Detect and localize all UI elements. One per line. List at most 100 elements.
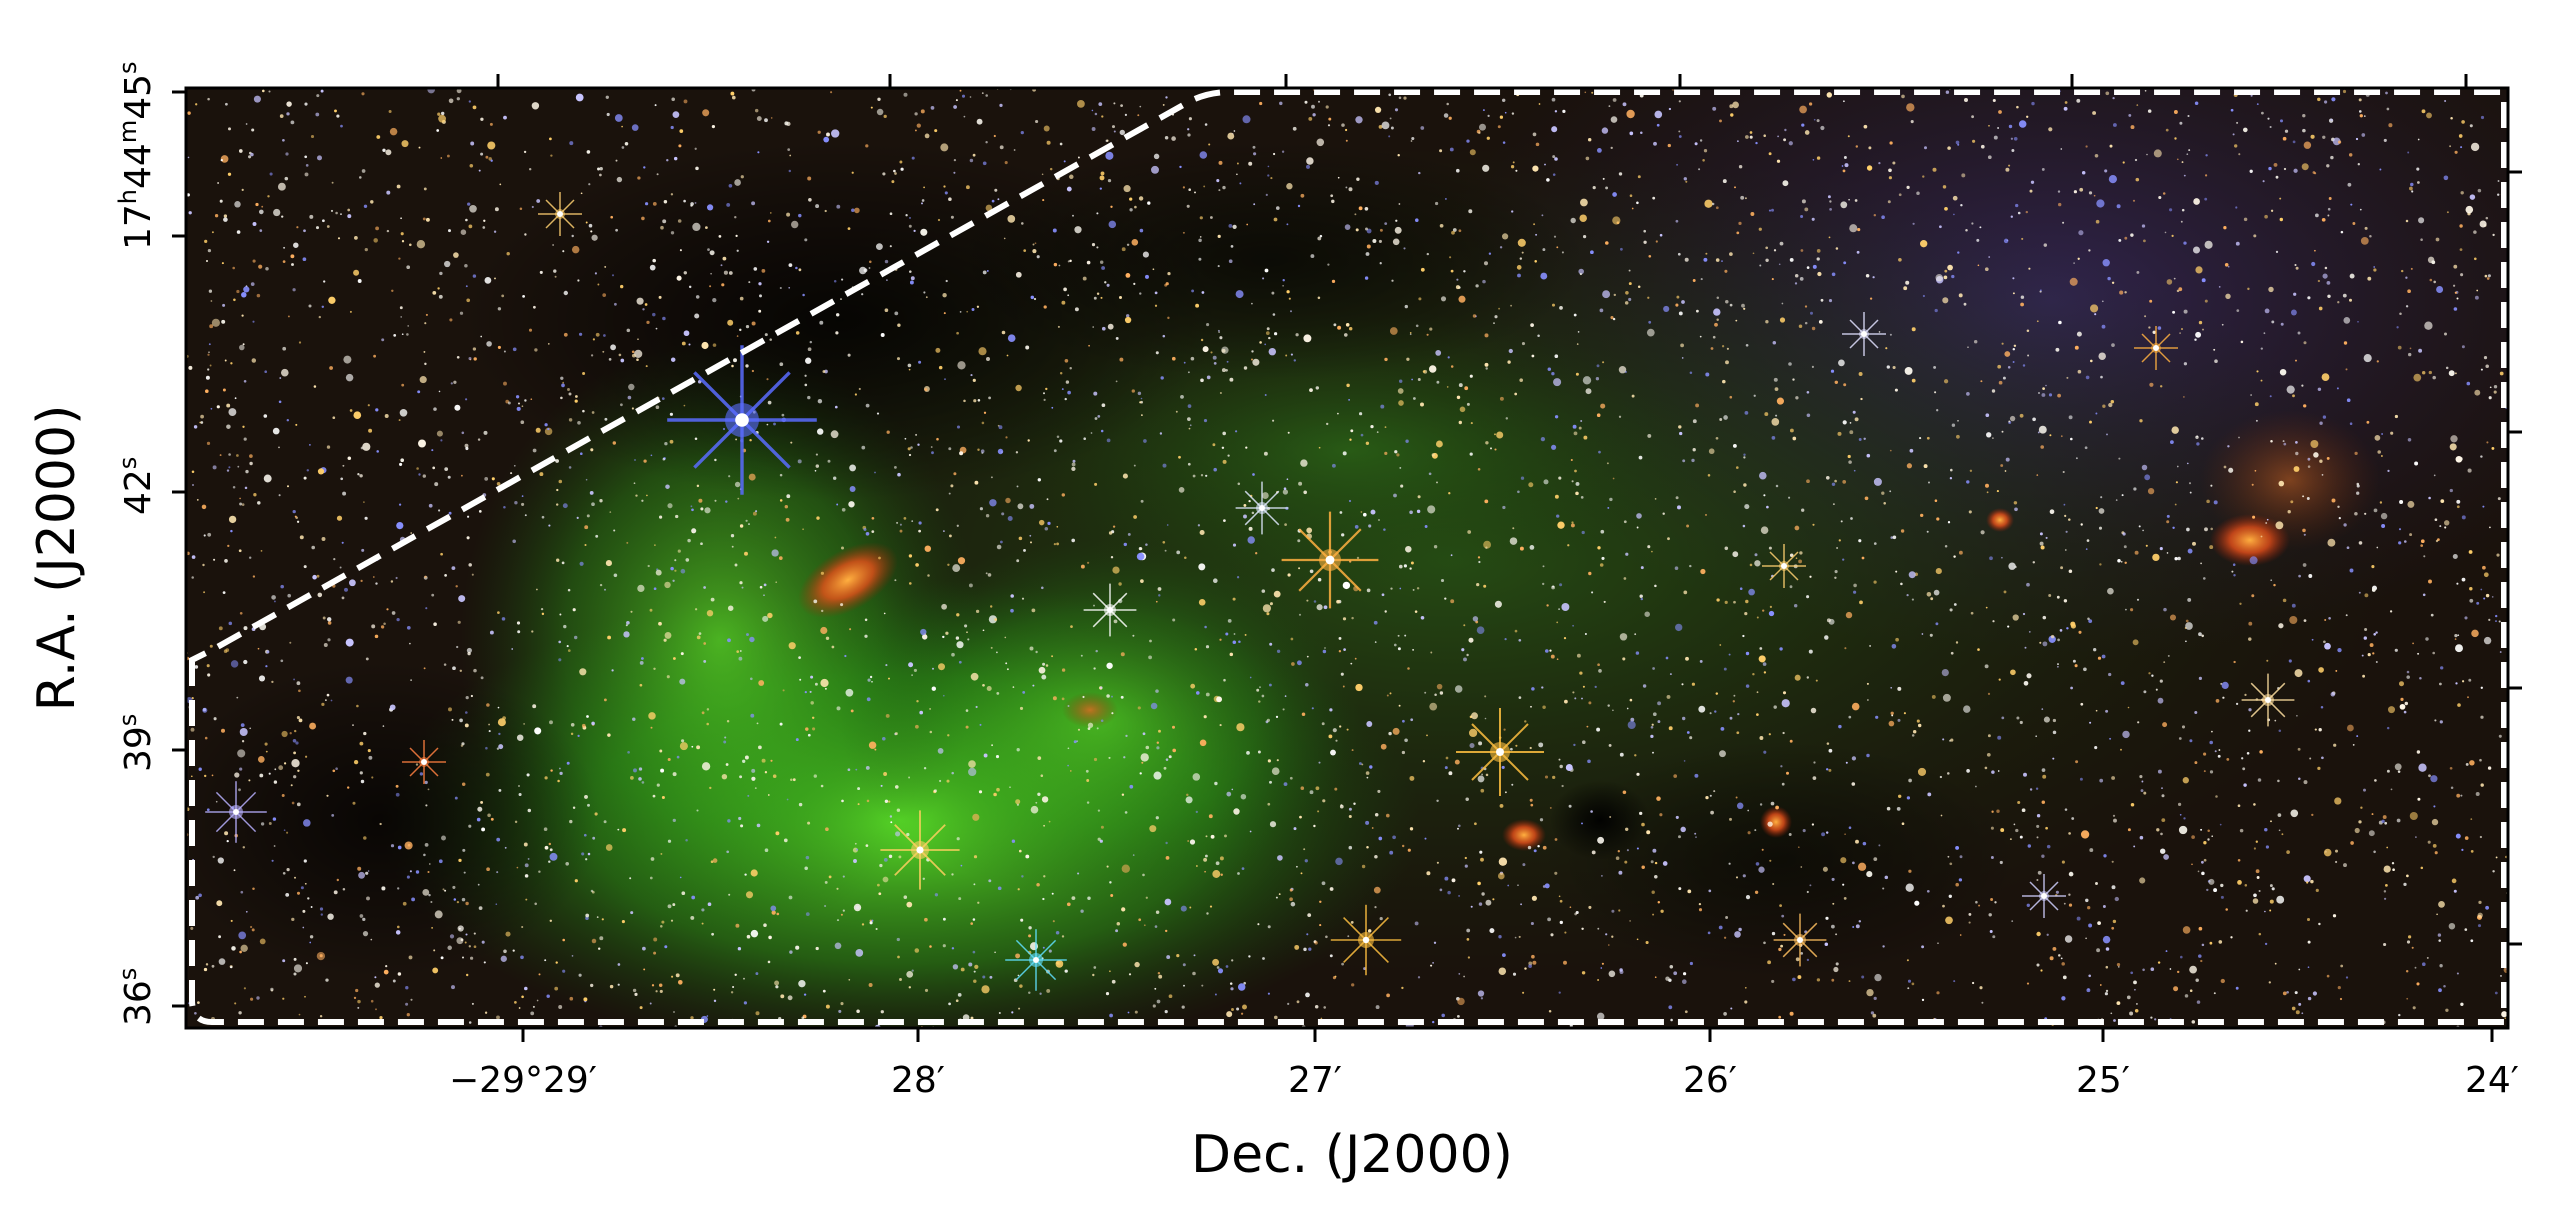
star — [1754, 553, 1758, 557]
star — [1582, 740, 1586, 744]
star — [232, 486, 236, 489]
star — [1480, 997, 1484, 1000]
star — [498, 732, 501, 736]
star — [1581, 971, 1586, 975]
star — [1651, 723, 1654, 726]
star — [1279, 101, 1283, 106]
star — [910, 276, 915, 281]
star — [291, 917, 295, 922]
star — [825, 827, 829, 832]
star — [2085, 145, 2088, 148]
star — [2460, 794, 2463, 797]
star — [2499, 371, 2504, 376]
star — [510, 472, 513, 475]
star — [638, 777, 642, 781]
star — [308, 304, 312, 308]
star — [2157, 769, 2162, 774]
star — [1318, 761, 1321, 764]
star — [2040, 969, 2043, 972]
star — [2251, 594, 2255, 598]
star — [2480, 686, 2483, 689]
star — [1015, 384, 1022, 392]
star — [282, 260, 286, 263]
star — [1756, 691, 1759, 694]
star — [1610, 116, 1618, 123]
star — [1361, 763, 1364, 766]
star — [1458, 420, 1462, 425]
star — [1152, 268, 1155, 271]
star — [2356, 735, 2359, 738]
star — [1256, 688, 1260, 692]
star — [651, 984, 655, 987]
star — [1165, 841, 1168, 845]
star — [452, 885, 456, 889]
star — [2479, 220, 2487, 228]
star — [920, 628, 927, 636]
star — [1745, 599, 1749, 604]
star — [1640, 566, 1644, 570]
star — [2270, 579, 2273, 582]
star — [1703, 149, 1708, 153]
star — [660, 225, 664, 230]
star — [483, 430, 488, 435]
star — [642, 946, 646, 951]
star — [2130, 971, 2134, 975]
star — [427, 870, 430, 874]
star — [2321, 474, 2324, 476]
star — [518, 792, 522, 797]
star — [900, 167, 904, 171]
star — [1087, 722, 1094, 728]
star — [730, 91, 735, 96]
star — [1639, 594, 1643, 598]
star — [653, 587, 657, 591]
star — [464, 723, 469, 728]
star — [1397, 647, 1401, 651]
star — [1781, 699, 1790, 708]
star — [1574, 912, 1578, 916]
star — [1863, 437, 1866, 441]
star — [2041, 167, 2045, 171]
star — [237, 465, 240, 468]
star — [396, 522, 404, 530]
star — [1093, 757, 1098, 762]
star — [2134, 550, 2139, 555]
star — [660, 925, 663, 928]
star — [1281, 150, 1285, 153]
star — [227, 172, 232, 176]
star — [722, 427, 726, 431]
star — [913, 668, 917, 672]
star — [210, 300, 213, 302]
star — [663, 638, 667, 642]
star — [422, 217, 426, 221]
star — [2121, 494, 2124, 497]
star — [896, 808, 901, 812]
star — [1873, 213, 1877, 217]
star — [397, 845, 402, 850]
star — [1132, 634, 1135, 637]
star — [584, 794, 588, 799]
star — [739, 775, 743, 779]
star — [2434, 518, 2438, 522]
star — [1704, 199, 1713, 208]
star — [2293, 292, 2297, 296]
star — [1683, 760, 1686, 762]
star — [1342, 617, 1347, 621]
star — [281, 215, 284, 218]
star — [1320, 1017, 1323, 1020]
star — [2347, 182, 2352, 187]
star — [988, 879, 992, 883]
star — [2306, 917, 2311, 922]
star — [554, 275, 557, 278]
star — [521, 995, 524, 999]
star — [694, 437, 698, 440]
star — [1324, 647, 1326, 649]
star — [649, 1002, 652, 1005]
star — [998, 1012, 1001, 1014]
star — [1282, 285, 1284, 287]
star — [2302, 495, 2305, 498]
star — [2171, 426, 2179, 434]
star — [1366, 776, 1369, 779]
star — [673, 156, 678, 161]
star — [914, 112, 918, 116]
star — [1868, 146, 1872, 150]
